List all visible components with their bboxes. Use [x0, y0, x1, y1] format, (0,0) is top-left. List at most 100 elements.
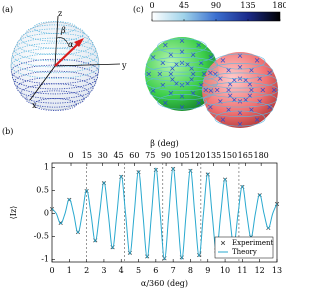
cross [249, 68, 254, 73]
cross [179, 49, 185, 55]
latitude-ring [20, 83, 90, 104]
cross-pattern [144, 38, 279, 127]
x2-tick-label: 135 [206, 151, 221, 160]
ring [214, 110, 266, 127]
x-tick-label: 6 [153, 266, 158, 275]
colorbar-tick-label: 90 [211, 1, 221, 10]
cross [196, 100, 201, 106]
x-tick-label: 13 [272, 266, 282, 275]
cross [196, 42, 201, 48]
x-tick-label: 1 [67, 266, 72, 275]
x-tick-label: 11 [237, 266, 247, 275]
bloch-sphere: z y x βα [10, 9, 127, 111]
colorbar-tick-label: 135 [240, 1, 255, 10]
cross [226, 68, 231, 73]
x2-tick-label: 90 [161, 151, 171, 160]
x-tick-label: 4 [119, 266, 124, 275]
angle-label: α [68, 40, 74, 49]
ring [145, 75, 219, 91]
cross [249, 107, 254, 112]
axis-label: x [32, 101, 37, 110]
legend-label: Theory [232, 248, 257, 256]
plot-b: 0 1 2 3 4 5 6 7 8 9 10 11 12 130 15 30 45 60 75 90 105 120 135… [9, 139, 282, 288]
cross [220, 117, 226, 122]
y-tick-label: 1 [44, 163, 49, 172]
plot-frame [51, 162, 278, 263]
cross [267, 104, 272, 110]
cross-marker [136, 170, 141, 175]
y-tick-label: 0.5 [36, 186, 49, 195]
cross [190, 90, 196, 96]
x2-axis-label: β (deg) [150, 139, 178, 148]
cross [179, 105, 185, 110]
ring [149, 47, 215, 64]
cross [214, 87, 220, 93]
x2-tick-label: 15 [82, 151, 92, 160]
latitude-ring [33, 21, 77, 34]
cross [254, 58, 260, 63]
axis-label: y [121, 61, 127, 70]
x-tick-label: 0 [49, 266, 54, 275]
cross [226, 87, 231, 93]
x-tick-label: 8 [188, 266, 193, 275]
cross [201, 71, 207, 77]
cross-marker [188, 168, 193, 173]
panel-label: (c) [133, 5, 144, 14]
latitude-ring [10, 58, 100, 85]
cross-marker [222, 177, 228, 182]
cross-marker [153, 167, 158, 172]
y-axis-label: ⟨Iz⟩ [9, 206, 18, 220]
latitude-ring [20, 28, 90, 49]
y-tick-label: -0.5 [34, 232, 49, 241]
x-tick-label: 5 [136, 266, 141, 275]
cross [163, 100, 168, 106]
x2-tick-label: 45 [113, 151, 123, 160]
cross [254, 117, 260, 122]
x-tick-label: 2 [84, 266, 89, 275]
cross-marker [162, 256, 167, 261]
legend-label: Experiment [232, 239, 274, 247]
sphere-c [144, 37, 279, 128]
ring [202, 91, 278, 108]
latitude-ring [13, 70, 97, 95]
cross [203, 87, 209, 93]
cross-marker [110, 245, 115, 250]
ring [206, 101, 274, 117]
spin-vector [54, 41, 81, 67]
latitude-ring [11, 64, 99, 90]
x-tick-label: 12 [255, 266, 265, 275]
cross [260, 87, 266, 93]
cross [168, 52, 174, 58]
y-tick-label: 0 [44, 209, 49, 218]
latitude-ring [11, 42, 99, 68]
arrow-head [74, 38, 84, 47]
x2-tick-label: 120 [190, 151, 205, 160]
beta-arc [56, 37, 69, 45]
cross [208, 104, 213, 110]
x2-tick-label: 180 [254, 151, 269, 160]
cross [226, 107, 231, 112]
cross-marker [127, 250, 132, 255]
cross [157, 71, 163, 77]
ring [145, 57, 219, 73]
angle-label: β [60, 26, 66, 35]
latitude-ring [10, 47, 100, 74]
cross-marker [179, 255, 184, 260]
legend-marker [220, 240, 226, 246]
red-sphere [202, 52, 278, 128]
cross [237, 64, 243, 70]
cross [208, 88, 214, 93]
ring [214, 53, 266, 70]
cross [237, 53, 243, 59]
cross [150, 88, 156, 93]
latitude-ring [10, 53, 100, 79]
x-tick-label: 9 [205, 266, 210, 275]
ring [206, 63, 274, 79]
colorbar-tick-label: 45 [179, 1, 189, 10]
latitude-ring [16, 76, 94, 100]
green-sphere [145, 37, 219, 111]
ring [157, 38, 207, 54]
cross [179, 93, 185, 99]
x2-tick-label: 105 [174, 151, 189, 160]
